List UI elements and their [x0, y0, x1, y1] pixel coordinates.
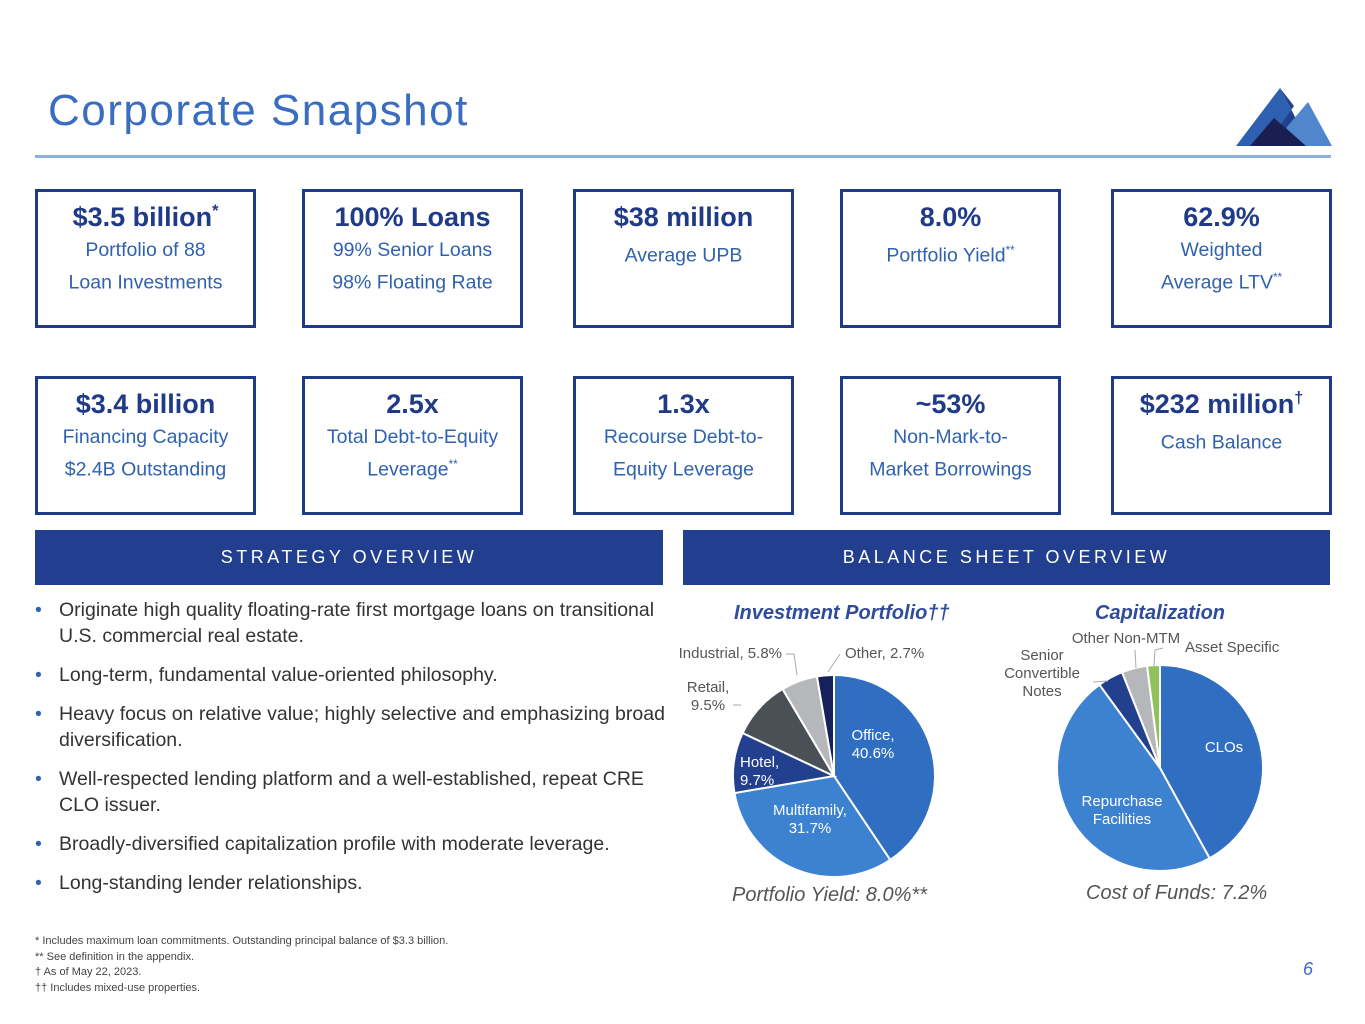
- metric-value: $3.5 billion*: [72, 202, 219, 232]
- leader-line: [1092, 680, 1109, 683]
- company-logo: [1236, 88, 1332, 146]
- cost-of-funds-caption: Cost of Funds: 7.2%: [1086, 882, 1268, 904]
- strategy-bullets: Originate high quality floating-rate fir…: [35, 597, 685, 909]
- metric-label: 99% Senior Loans 98% Floating Rate: [332, 239, 493, 294]
- bullet-item: Well-respected lending platform and a we…: [35, 766, 685, 818]
- metric-card: 1.3x Recourse Debt-to- Equity Leverage: [573, 376, 794, 515]
- metric-card: 8.0% Portfolio Yield**: [840, 189, 1061, 328]
- strategy-overview-header: STRATEGY OVERVIEW: [35, 530, 663, 585]
- leader-line: [786, 653, 798, 676]
- metric-value: $38 million: [613, 202, 754, 232]
- pie-slice-repurchasefacilities: [1056, 683, 1211, 872]
- footnotes: * Includes maximum loan commitments. Out…: [35, 934, 448, 996]
- capitalization-title: Capitalization: [1095, 602, 1226, 624]
- slice-label: CLOs: [1205, 739, 1243, 756]
- metric-value: 100% Loans: [334, 202, 491, 232]
- slice-label: Other, 2.7%: [845, 645, 924, 662]
- metric-card: $3.5 billion* Portfolio of 88 Loan Invest…: [35, 189, 256, 328]
- metric-card: ~53% Non-Mark-to- Market Borrowings: [840, 376, 1061, 515]
- title-divider: [35, 155, 1331, 158]
- slice-label: Multifamily, 31.7%: [773, 802, 847, 837]
- metric-label: Recourse Debt-to- Equity Leverage: [603, 426, 764, 481]
- metric-value: $232 million†: [1139, 389, 1304, 419]
- metric-card: 2.5x Total Debt-to-Equity Leverage**: [302, 376, 523, 515]
- metric-value: 8.0%: [919, 202, 982, 232]
- slice-label: Industrial, 5.8%: [679, 645, 782, 662]
- bullet-item: Heavy focus on relative value; highly se…: [35, 701, 685, 753]
- metric-label: Portfolio of 88 Loan Investments: [68, 239, 223, 294]
- footnote: †† Includes mixed-use properties.: [35, 981, 201, 994]
- bullet-item: Originate high quality floating-rate fir…: [35, 597, 685, 649]
- metric-value: ~53%: [915, 389, 986, 419]
- pie-slice-other: [815, 673, 835, 777]
- metric-label: Average UPB: [624, 244, 743, 267]
- slice-label: Repurchase Facilities: [1082, 793, 1163, 828]
- pie-slice-clos: [1159, 663, 1264, 860]
- metric-value: $3.4 billion: [75, 389, 216, 419]
- metric-value: 1.3x: [657, 389, 710, 419]
- metric-card: 100% Loans 99% Senior Loans 98% Floating …: [302, 189, 523, 328]
- leader-line: [1153, 647, 1164, 667]
- metric-label: Portfolio Yield**: [886, 244, 1015, 267]
- balance-sheet-overview-header: BALANCE SHEET OVERVIEW: [683, 530, 1330, 585]
- metric-card: 62.9% Weighted Average LTV**: [1111, 189, 1332, 328]
- slice-label: Hotel, 9.7%: [740, 754, 779, 789]
- page-number: 6: [1303, 959, 1314, 979]
- metric-card: $38 million Average UPB: [573, 189, 794, 328]
- investment-portfolio-title: Investment Portfolio††: [734, 602, 950, 624]
- slice-label: Other Non-MTM: [1072, 630, 1180, 647]
- metric-card: $3.4 billion Financing Capacity $2.4B Out…: [35, 376, 256, 515]
- metric-label: Total Debt-to-Equity Leverage**: [326, 426, 499, 481]
- metric-label: Cash Balance: [1160, 431, 1283, 454]
- metric-value: 2.5x: [386, 389, 439, 419]
- slice-label: Retail, 9.5%: [687, 679, 730, 714]
- bullet-item: Long-term, fundamental value-oriented ph…: [35, 662, 685, 688]
- leader-line: [827, 653, 841, 673]
- page-title: Corporate Snapshot: [48, 86, 469, 135]
- footnote: * Includes maximum loan commitments. Out…: [35, 935, 449, 947]
- slice-label: Office, 40.6%: [851, 727, 894, 762]
- bullet-item: Long-standing lender relationships.: [35, 870, 685, 896]
- footnote: † As of May 22, 2023.: [35, 966, 142, 978]
- leader-line: [1134, 649, 1137, 669]
- pie-slice-assetspecific: [1145, 663, 1161, 769]
- metric-card: $232 million† Cash Balance: [1111, 376, 1332, 515]
- slice-label: Asset Specific: [1185, 639, 1280, 656]
- metric-label: Non-Mark-to- Market Borrowings: [869, 426, 1032, 481]
- slice-label: Senior Convertible Notes: [1004, 647, 1080, 700]
- bullet-item: Broadly-diversified capitalization profi…: [35, 831, 685, 857]
- pie-slice-office: [833, 673, 936, 862]
- pie-slice-multifamily: [733, 774, 892, 878]
- metric-value: 62.9%: [1183, 202, 1260, 232]
- metric-label: Weighted Average LTV**: [1160, 239, 1283, 294]
- footnote: ** See definition in the appendix.: [35, 950, 195, 963]
- portfolio-yield-caption: Portfolio Yield: 8.0%**: [732, 884, 927, 906]
- metric-label: Financing Capacity $2.4B Outstanding: [62, 426, 229, 481]
